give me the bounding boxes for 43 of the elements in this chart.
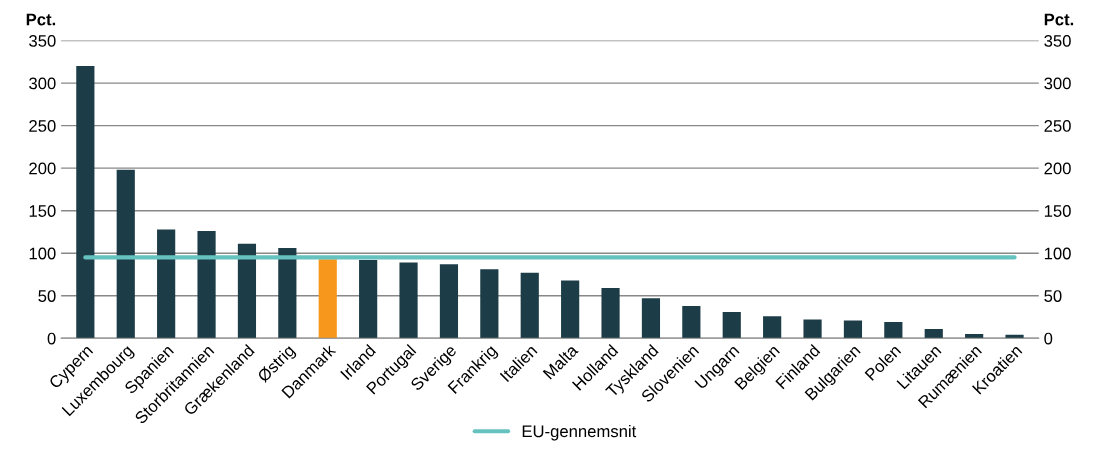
bar	[359, 260, 378, 339]
y-tick-label: 300	[29, 77, 56, 90]
bar	[399, 262, 418, 339]
y-tick-label: 100	[29, 247, 56, 260]
y2-tick-label: 200	[1044, 162, 1071, 175]
bar	[641, 298, 661, 339]
bar	[803, 319, 822, 339]
y2-tick-label: 300	[1044, 77, 1071, 90]
y-tick-label: 50	[38, 290, 56, 302]
bar	[76, 66, 95, 339]
bar	[318, 259, 337, 339]
bar	[116, 169, 135, 339]
bar	[197, 231, 216, 339]
y2-tick-label: 0	[1044, 332, 1053, 345]
bar	[965, 334, 984, 339]
y2-axis-title: Pct.	[1044, 13, 1074, 26]
y2-tick-label: 150	[1044, 205, 1071, 217]
bar	[682, 305, 701, 339]
bar	[278, 248, 297, 339]
bar	[520, 272, 539, 339]
legend-label: EU-gennemsnit	[522, 424, 637, 441]
y-tick-label: 200	[29, 162, 56, 175]
bar	[843, 320, 863, 339]
y-tick-label: 350	[29, 34, 56, 47]
bar	[561, 280, 580, 339]
y2-tick-label: 350	[1044, 34, 1071, 47]
bar	[480, 269, 499, 339]
y-tick-label: 0	[47, 332, 56, 345]
bar	[157, 229, 176, 339]
y-tick-label: 250	[29, 120, 56, 132]
bar	[884, 322, 903, 339]
y2-tick-label: 50	[1044, 290, 1062, 302]
y2-tick-label: 250	[1044, 120, 1071, 132]
bar	[924, 328, 943, 339]
bar	[601, 288, 620, 339]
y2-tick-label: 100	[1044, 247, 1071, 260]
bar	[237, 243, 257, 339]
bar	[763, 316, 782, 339]
y-axis-title: Pct.	[26, 13, 56, 26]
bar	[439, 264, 459, 339]
bar	[722, 311, 741, 339]
y-tick-label: 150	[29, 205, 56, 217]
bar	[1005, 334, 1024, 339]
